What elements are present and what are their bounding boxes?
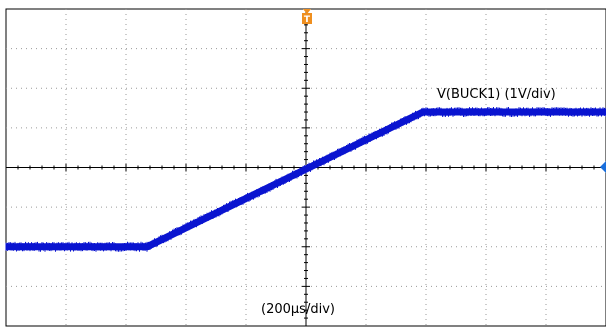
- trace-series: [5, 107, 606, 252]
- trace-noise: [5, 107, 606, 252]
- x-axis-label: (200µs/div): [261, 302, 335, 317]
- series-label: V(BUCK1) (1V/div): [437, 87, 556, 102]
- trigger-marker-icon: T: [302, 9, 312, 25]
- trigger-marker-label: T: [304, 15, 311, 25]
- level-marker-icon: [600, 161, 606, 173]
